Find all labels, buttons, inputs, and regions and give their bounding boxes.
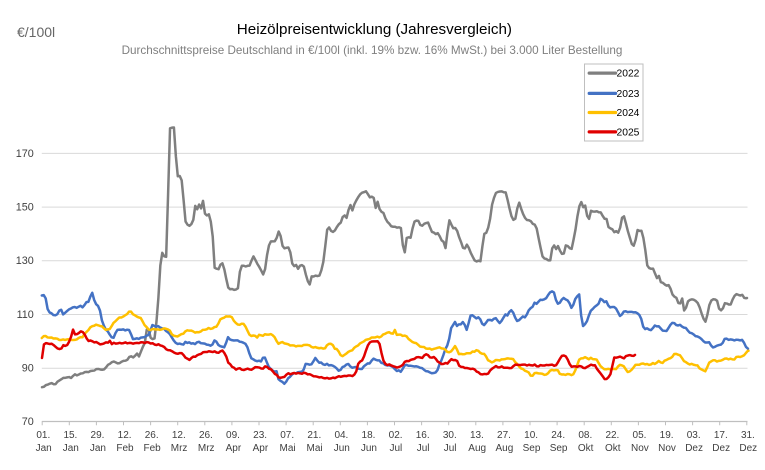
svg-text:Nov: Nov bbox=[658, 443, 676, 454]
svg-text:08.: 08. bbox=[578, 430, 592, 441]
svg-text:27.: 27. bbox=[497, 430, 511, 441]
svg-text:21.: 21. bbox=[307, 430, 321, 441]
svg-text:26.: 26. bbox=[199, 430, 213, 441]
svg-text:09.: 09. bbox=[226, 430, 240, 441]
svg-text:Mrz: Mrz bbox=[198, 443, 215, 454]
svg-text:Mai: Mai bbox=[280, 443, 296, 454]
svg-text:Mrz: Mrz bbox=[171, 443, 188, 454]
svg-text:70: 70 bbox=[22, 416, 34, 428]
svg-text:€/100l: €/100l bbox=[17, 24, 55, 40]
svg-text:Jun: Jun bbox=[361, 443, 377, 454]
svg-text:12.: 12. bbox=[172, 430, 186, 441]
svg-text:07.: 07. bbox=[280, 430, 294, 441]
svg-text:03.: 03. bbox=[687, 430, 701, 441]
svg-text:23.: 23. bbox=[253, 430, 267, 441]
svg-text:15.: 15. bbox=[63, 430, 77, 441]
svg-text:Okt: Okt bbox=[605, 443, 621, 454]
svg-text:Okt: Okt bbox=[578, 443, 594, 454]
svg-text:Jun: Jun bbox=[334, 443, 350, 454]
svg-text:Heizölpreisentwicklung (Jahres: Heizölpreisentwicklung (Jahresvergleich) bbox=[237, 21, 512, 38]
svg-text:01.: 01. bbox=[36, 430, 50, 441]
svg-text:30.: 30. bbox=[443, 430, 457, 441]
svg-text:2024: 2024 bbox=[617, 108, 640, 119]
svg-text:Jan: Jan bbox=[90, 443, 106, 454]
svg-text:Aug: Aug bbox=[496, 443, 514, 454]
svg-text:Nov: Nov bbox=[631, 443, 649, 454]
svg-text:2023: 2023 bbox=[617, 89, 640, 100]
svg-text:Jul: Jul bbox=[417, 443, 430, 454]
svg-text:Apr: Apr bbox=[226, 443, 242, 454]
svg-text:22.: 22. bbox=[605, 430, 619, 441]
svg-text:18.: 18. bbox=[362, 430, 376, 441]
svg-text:Feb: Feb bbox=[116, 443, 134, 454]
svg-text:Dez: Dez bbox=[685, 443, 703, 454]
svg-text:02.: 02. bbox=[389, 430, 403, 441]
svg-text:26.: 26. bbox=[145, 430, 159, 441]
svg-text:Apr: Apr bbox=[253, 443, 269, 454]
svg-text:05.: 05. bbox=[633, 430, 647, 441]
svg-text:16.: 16. bbox=[416, 430, 430, 441]
svg-text:Dez: Dez bbox=[739, 443, 757, 454]
svg-text:Jul: Jul bbox=[390, 443, 403, 454]
svg-text:90: 90 bbox=[22, 363, 34, 375]
svg-text:24.: 24. bbox=[551, 430, 565, 441]
svg-text:Durchschnittspreise Deutschlan: Durchschnittspreise Deutschland in €/100… bbox=[122, 44, 623, 57]
svg-text:Sep: Sep bbox=[550, 443, 568, 454]
svg-text:31.: 31. bbox=[741, 430, 755, 441]
svg-text:Jan: Jan bbox=[36, 443, 52, 454]
svg-text:170: 170 bbox=[16, 148, 34, 160]
svg-text:Jul: Jul bbox=[444, 443, 457, 454]
svg-text:29.: 29. bbox=[91, 430, 105, 441]
svg-text:19.: 19. bbox=[660, 430, 674, 441]
svg-text:13.: 13. bbox=[470, 430, 484, 441]
svg-text:130: 130 bbox=[16, 255, 34, 267]
svg-text:Sep: Sep bbox=[523, 443, 541, 454]
svg-text:04.: 04. bbox=[334, 430, 348, 441]
svg-text:12.: 12. bbox=[118, 430, 132, 441]
svg-text:10.: 10. bbox=[524, 430, 538, 441]
svg-text:Feb: Feb bbox=[143, 443, 161, 454]
svg-text:17.: 17. bbox=[714, 430, 728, 441]
svg-text:150: 150 bbox=[16, 202, 34, 214]
svg-text:Jan: Jan bbox=[63, 443, 79, 454]
svg-text:2022: 2022 bbox=[617, 69, 640, 80]
svg-text:2025: 2025 bbox=[617, 128, 640, 139]
svg-text:Aug: Aug bbox=[468, 443, 486, 454]
svg-text:Dez: Dez bbox=[712, 443, 730, 454]
svg-text:110: 110 bbox=[17, 309, 34, 321]
svg-text:Mai: Mai bbox=[307, 443, 323, 454]
